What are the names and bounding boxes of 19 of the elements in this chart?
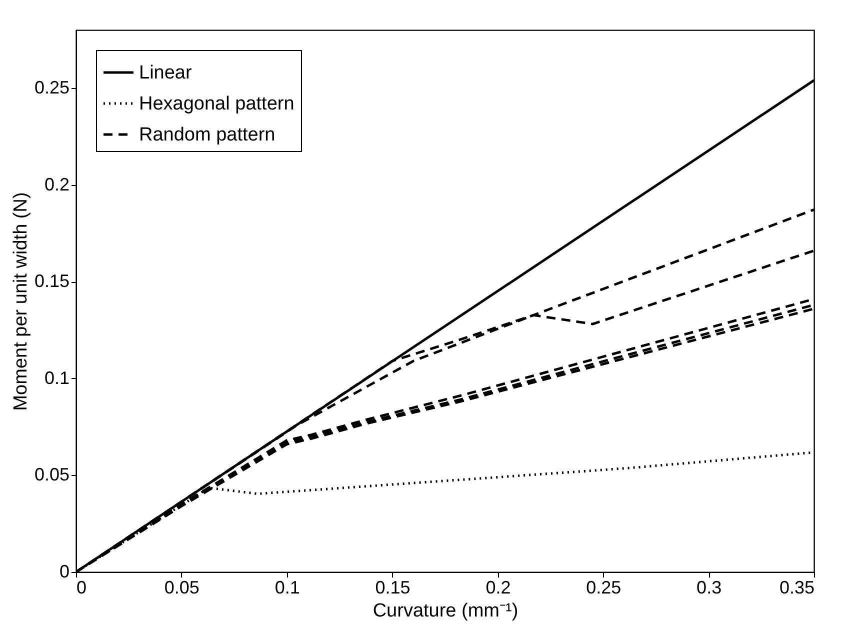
x-tick-label: 0.05 <box>164 578 200 598</box>
y-tick-label: 0.2 <box>44 174 70 194</box>
x-tick-label: 0.3 <box>696 578 722 598</box>
y-tick-label: 0.05 <box>34 464 70 485</box>
x-axis-title: Curvature (mm⁻¹) <box>372 600 518 622</box>
y-tick-label: 0.15 <box>34 271 70 292</box>
y-tick-label: 0.25 <box>34 78 70 98</box>
x-tick-label: 0.15 <box>375 578 410 598</box>
x-tick-label: 0.25 <box>586 578 622 598</box>
x-tick-label: 0.2 <box>486 578 511 598</box>
x-tick-label: 0.1 <box>274 578 300 598</box>
x-tick-label: 0 <box>76 578 87 598</box>
y-tick-label: 0.1 <box>44 368 70 388</box>
y-tick-label: 0 <box>59 562 70 582</box>
legend-label: Hexagonal pattern <box>139 94 294 114</box>
legend-label: Linear <box>139 62 192 84</box>
x-tick-label: 0.35 <box>779 578 814 598</box>
legend-label: Random pattern <box>139 124 276 146</box>
y-axis-title: Moment per unit width (N) <box>10 192 32 411</box>
